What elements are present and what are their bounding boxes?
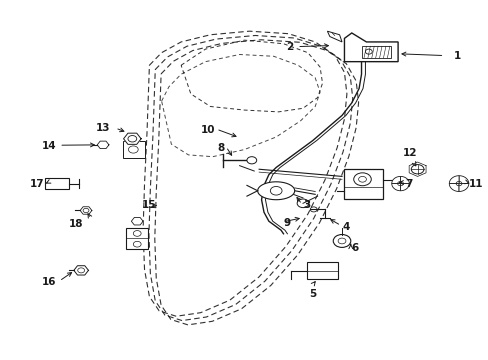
Polygon shape xyxy=(391,176,400,184)
Polygon shape xyxy=(400,184,408,191)
Polygon shape xyxy=(458,184,468,192)
Text: 3: 3 xyxy=(303,200,309,210)
Text: 10: 10 xyxy=(201,125,215,135)
Text: 1: 1 xyxy=(453,51,461,61)
Polygon shape xyxy=(344,168,383,199)
Polygon shape xyxy=(344,33,397,62)
Text: 6: 6 xyxy=(351,243,358,253)
Polygon shape xyxy=(458,176,468,184)
Text: 15: 15 xyxy=(142,200,156,210)
Polygon shape xyxy=(400,176,408,184)
Polygon shape xyxy=(306,262,337,279)
Polygon shape xyxy=(131,217,143,225)
Polygon shape xyxy=(44,178,69,189)
Polygon shape xyxy=(448,184,458,192)
Text: 13: 13 xyxy=(96,123,110,133)
Text: 16: 16 xyxy=(42,277,57,287)
Text: 5: 5 xyxy=(308,289,316,300)
Polygon shape xyxy=(97,141,109,149)
Text: 18: 18 xyxy=(69,220,83,229)
Polygon shape xyxy=(448,176,458,184)
Polygon shape xyxy=(257,182,294,200)
Polygon shape xyxy=(391,184,400,191)
Polygon shape xyxy=(74,266,88,275)
Circle shape xyxy=(246,157,256,164)
Text: 14: 14 xyxy=(42,141,57,151)
Circle shape xyxy=(332,234,350,247)
Text: 2: 2 xyxy=(285,42,293,52)
Text: 17: 17 xyxy=(30,179,44,189)
Text: 4: 4 xyxy=(341,222,349,231)
Circle shape xyxy=(410,165,423,174)
Polygon shape xyxy=(80,207,92,214)
Text: 12: 12 xyxy=(402,148,417,158)
Text: 11: 11 xyxy=(468,179,482,189)
Text: 8: 8 xyxy=(217,143,224,153)
Polygon shape xyxy=(123,133,141,144)
Text: 9: 9 xyxy=(283,218,290,228)
Text: 7: 7 xyxy=(405,179,412,189)
Polygon shape xyxy=(327,31,341,42)
Polygon shape xyxy=(122,140,144,158)
Polygon shape xyxy=(126,228,148,249)
Circle shape xyxy=(297,199,308,208)
